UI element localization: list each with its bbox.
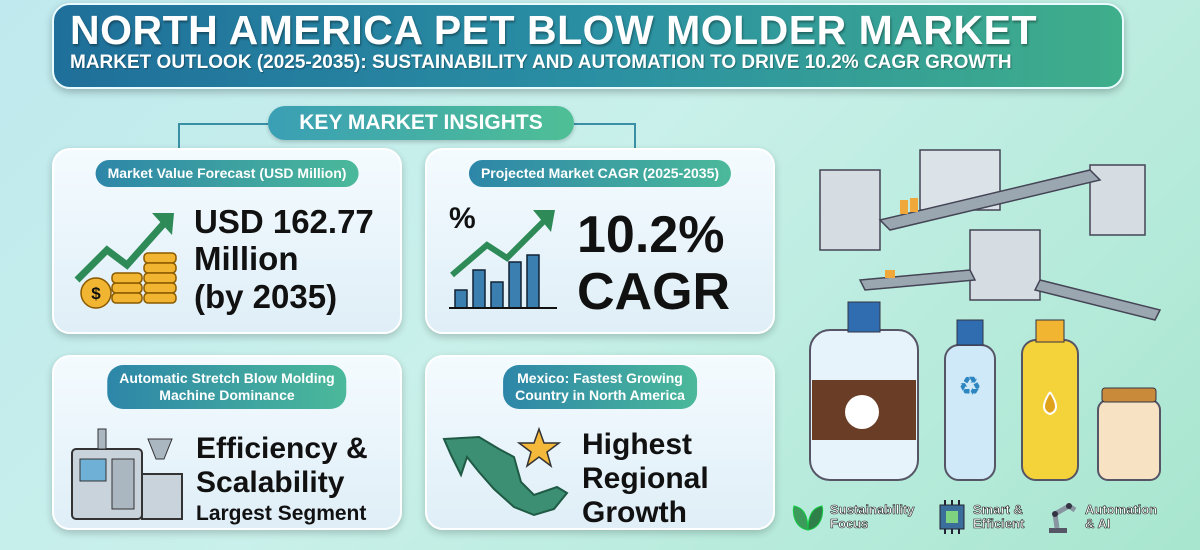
- region-line2: Regional: [582, 462, 709, 495]
- svg-text:%: %: [449, 202, 476, 235]
- leaf-icon: [792, 505, 824, 531]
- chip-icon: [939, 500, 965, 534]
- segment-card: Automatic Stretch Blow Molding Machine Do…: [52, 355, 402, 530]
- connector-line: [178, 123, 268, 148]
- production-line-illustration: ♻: [809, 149, 1162, 481]
- feature-line: Sustainability: [830, 502, 915, 517]
- pill-line: Mexico: Fastest Growing: [517, 370, 683, 386]
- svg-text:♻: ♻: [958, 371, 981, 401]
- card-pill: Market Value Forecast (USD Million): [95, 160, 359, 187]
- feature-smart: Smart & Efficient: [935, 500, 1025, 534]
- pill-line: Machine Dominance: [159, 387, 295, 403]
- region-line1: Highest: [582, 428, 693, 461]
- feature-sustainability: Sustainability Focus: [790, 500, 915, 534]
- feature-line: Smart &: [973, 502, 1023, 517]
- page-subtitle: MARKET OUTLOOK (2025-2035): SUSTAINABILI…: [70, 52, 1012, 73]
- feature-automation: Automation & AI: [1045, 500, 1158, 534]
- feature-line: Focus: [830, 516, 869, 531]
- segment-line1: Efficiency &: [196, 432, 368, 465]
- value-line3: (by 2035): [194, 278, 338, 315]
- connector-line: [574, 123, 636, 148]
- value-line2: Million: [194, 240, 299, 277]
- segment-line2: Scalability: [196, 466, 345, 499]
- page-title: NORTH AMERICA PET BLOW MOLDER MARKET: [70, 7, 1038, 53]
- blow-molding-machine-icon: [71, 428, 183, 520]
- value-line1: USD 162.77: [194, 203, 374, 240]
- feature-line: Automation: [1085, 502, 1158, 517]
- region-line3: Growth: [582, 496, 687, 529]
- section-label: KEY MARKET INSIGHTS: [268, 106, 574, 140]
- bar-chart-percent-icon: %: [449, 202, 557, 309]
- card-pill: Projected Market CAGR (2025-2035): [468, 160, 732, 187]
- market-value-card: Market Value Forecast (USD Million) $ US…: [52, 148, 402, 334]
- pill-line: Country in North America: [515, 387, 685, 403]
- card-pill: Mexico: Fastest Growing Country in North …: [503, 365, 697, 409]
- title-banner: NORTH AMERICA PET BLOW MOLDER MARKET MAR…: [52, 3, 1124, 89]
- card-pill: Automatic Stretch Blow Molding Machine Do…: [107, 365, 347, 409]
- cagr-value: 10.2%: [577, 206, 725, 264]
- mexico-map-icon: [442, 427, 569, 517]
- feature-line: Efficient: [973, 516, 1025, 531]
- pill-line: Automatic Stretch Blow Molding: [119, 370, 335, 386]
- robot-arm-icon: [1049, 503, 1077, 533]
- cagr-card: Projected Market CAGR (2025-2035) % 10.2…: [425, 148, 775, 334]
- machine: [819, 169, 881, 251]
- feature-line: & AI: [1085, 516, 1111, 531]
- svg-text:$: $: [91, 284, 101, 303]
- cagr-label: CAGR: [577, 263, 731, 321]
- segment-line3: Largest Segment: [196, 502, 367, 525]
- region-card: Mexico: Fastest Growing Country in North …: [425, 355, 775, 530]
- bottles: ♻: [809, 301, 1161, 481]
- coins-growth-icon: $: [74, 213, 177, 309]
